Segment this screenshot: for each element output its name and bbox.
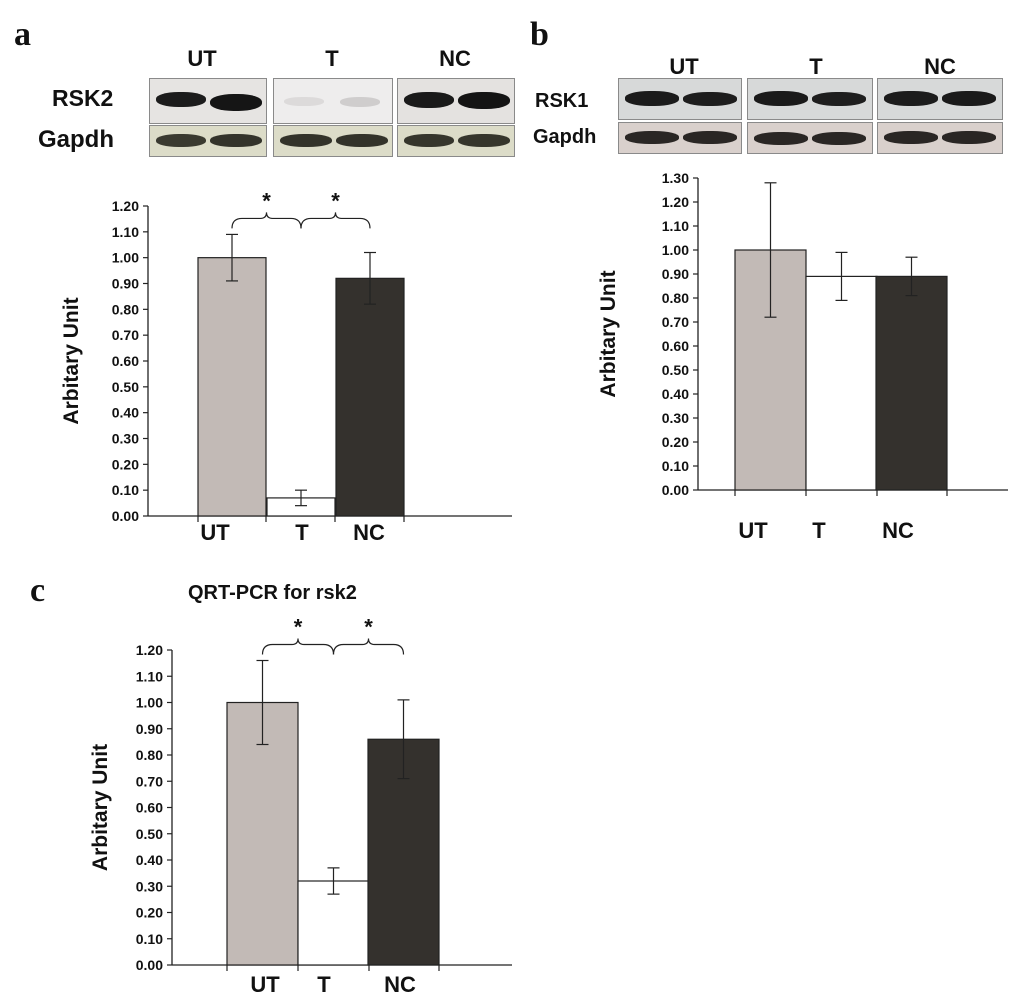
significance-asterisk: *	[364, 615, 373, 640]
y-tick-label: 1.00	[112, 250, 139, 266]
panel-letter-a: a	[14, 16, 31, 53]
blot-image-gapdh-b-nc	[877, 122, 1003, 154]
y-tick-label: 0.20	[112, 456, 139, 472]
blot-image-gapdh-b-ut	[618, 122, 742, 154]
blot-row-label-gapdh: Gapdh	[533, 126, 597, 148]
y-tick-label: 0.30	[662, 410, 689, 426]
significance-brace	[261, 638, 335, 655]
y-tick-label: 1.20	[136, 642, 163, 658]
y-tick-label: 0.40	[136, 852, 163, 868]
x-category-label-ut: UT	[200, 520, 230, 545]
y-tick-label: 0.00	[112, 508, 139, 524]
panel-letter-b: b	[530, 16, 549, 53]
blot-image-rsk1-nc	[877, 78, 1003, 120]
x-category-label-nc: NC	[384, 972, 416, 997]
bar-chart-a: 0.00 0.10 0.20 0.30 0.40 0.50 0.60 0.70 0.80 0.90…	[60, 188, 512, 545]
significance-asterisk: *	[294, 615, 303, 640]
y-tick-label: 0.70	[662, 314, 689, 330]
blot-image-rsk2-nc	[397, 78, 515, 124]
x-category-label-ut: UT	[738, 518, 768, 543]
blot-image-gapdh-a-nc	[397, 125, 515, 157]
blot-group-label-nc: NC	[439, 46, 471, 71]
blot-group-label-ut: UT	[669, 54, 699, 79]
y-tick-label: 0.40	[112, 405, 139, 421]
significance-brace	[231, 212, 302, 229]
panel-letter-c: c	[30, 572, 46, 609]
x-category-label-nc: NC	[353, 520, 385, 545]
blot-image-rsk1-ut	[618, 78, 742, 120]
y-tick-label: 0.40	[662, 386, 689, 402]
y-tick-label: 0.30	[112, 431, 139, 447]
bar-ut	[197, 257, 267, 517]
blot-image-rsk2-t	[273, 78, 393, 124]
x-category-label-ut: UT	[250, 972, 280, 997]
blot-row-label-rsk1: RSK1	[535, 90, 589, 112]
y-tick-label: 0.50	[112, 379, 139, 395]
y-tick-label: 0.50	[662, 362, 689, 378]
y-tick-label: 0.70	[112, 327, 139, 343]
bar-ut	[226, 701, 299, 966]
blot-group-label-t: T	[809, 54, 823, 79]
y-tick-label: 1.10	[136, 668, 163, 684]
significance-brace	[300, 212, 371, 229]
y-tick-label: 0.20	[662, 434, 689, 450]
x-category-label-t: T	[812, 518, 826, 543]
significance-asterisk: *	[331, 188, 340, 213]
y-tick-label: 1.10	[662, 218, 689, 234]
blot-image-gapdh-b-t	[747, 122, 873, 154]
y-tick-label: 0.10	[662, 458, 689, 474]
chart-title-c: QRT-PCR for rsk2	[188, 582, 357, 604]
bar-t	[805, 275, 878, 491]
y-tick-label: 1.00	[136, 695, 163, 711]
y-tick-label: 0.90	[136, 721, 163, 737]
y-tick-label: 1.10	[112, 224, 139, 240]
y-tick-label: 1.30	[662, 170, 689, 186]
y-tick-label: 0.60	[136, 800, 163, 816]
blot-image-gapdh-a-t	[273, 125, 393, 157]
y-axis-label: Arbitary Unit	[60, 297, 83, 424]
bar-nc	[875, 275, 948, 491]
y-tick-label: 0.10	[112, 482, 139, 498]
blot-image-gapdh-a-ut	[149, 125, 267, 157]
y-tick-label: 0.60	[662, 338, 689, 354]
y-tick-label: 0.00	[662, 482, 689, 498]
y-tick-label: 0.80	[136, 747, 163, 763]
y-tick-label: 1.00	[662, 242, 689, 258]
blot-image-rsk1-t	[747, 78, 873, 120]
blot-group-label-t: T	[325, 46, 339, 71]
blot-row-label-gapdh: Gapdh	[38, 126, 114, 153]
y-axis-label: Arbitary Unit	[597, 270, 620, 397]
y-tick-label: 0.00	[136, 957, 163, 973]
x-category-label-t: T	[317, 972, 331, 997]
y-tick-label: 0.80	[662, 290, 689, 306]
blot-row-label-rsk2: RSK2	[52, 85, 114, 111]
bar-chart-c: 0.00 0.10 0.20 0.30 0.40 0.50 0.60 0.70 0.80 0.90…	[89, 615, 512, 997]
blot-group-label-ut: UT	[187, 46, 217, 71]
y-tick-label: 0.30	[136, 878, 163, 894]
y-axis-label: Arbitary Unit	[89, 744, 112, 871]
y-tick-label: 0.50	[136, 826, 163, 842]
y-tick-label: 1.20	[112, 198, 139, 214]
blot-image-rsk2-ut	[149, 78, 267, 124]
y-tick-label: 0.60	[112, 353, 139, 369]
y-tick-label: 0.80	[112, 301, 139, 317]
y-tick-label: 0.10	[136, 931, 163, 947]
bar-chart-b: 0.00 0.10 0.20 0.30 0.40 0.50 0.60 0.70 0.80 0.90…	[597, 170, 1008, 543]
y-tick-label: 0.90	[662, 266, 689, 282]
y-tick-label: 1.20	[662, 194, 689, 210]
bar-nc	[335, 277, 405, 517]
y-tick-label: 0.90	[112, 276, 139, 292]
y-tick-label: 0.20	[136, 905, 163, 921]
blot-group-label-nc: NC	[924, 54, 956, 79]
x-category-label-t: T	[295, 520, 309, 545]
significance-asterisk: *	[262, 188, 271, 213]
y-tick-label: 0.70	[136, 773, 163, 789]
significance-brace	[332, 638, 405, 655]
x-category-label-nc: NC	[882, 518, 914, 543]
